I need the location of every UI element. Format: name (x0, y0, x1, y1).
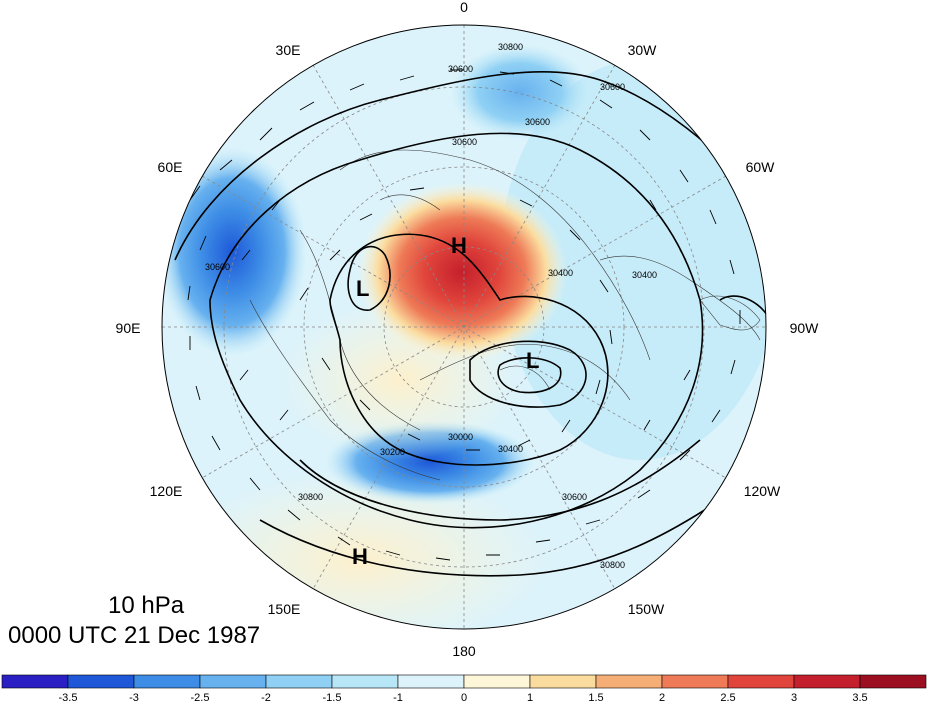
colorbar-box (661, 674, 729, 689)
valid-time-title: 0000 UTC 21 Dec 1987 (8, 622, 261, 649)
colorbar-box (1, 674, 69, 689)
contour-label: 30800 (498, 42, 523, 52)
low-pressure-center: L (356, 276, 369, 301)
contour-label: 30600 (525, 117, 550, 127)
longitude-labels: 0 30E 60E 90E 120E 150E 180 150W 120W 90… (116, 0, 820, 659)
colorbar-tick-label: -2.5 (191, 692, 210, 702)
longitude-label: 150E (268, 601, 301, 617)
colorbar-labels: -3.5 -3 -2.5 -2 -1.5 -1 0 1 1.5 2 2.5 3 3.5 (59, 692, 868, 702)
contour-label: 30200 (380, 447, 405, 457)
colorbar-tick-label: 2.5 (720, 692, 735, 702)
contour-label: 30600 (448, 64, 473, 74)
longitude-label: 180 (452, 643, 476, 659)
red-anomaly-center (357, 182, 567, 362)
height-contours (174, 70, 766, 577)
colorbar-tick-label: 1 (527, 692, 533, 702)
contour-label: 30800 (298, 492, 323, 502)
colorbar-tick-label: 2 (659, 692, 665, 702)
longitude-label: 90W (790, 320, 820, 336)
longitude-label: 60W (746, 159, 776, 175)
colorbar-box (331, 674, 399, 689)
light-blue-anomaly-east (500, 60, 766, 460)
contour-label: 30000 (448, 432, 473, 442)
colorbar-box (397, 674, 465, 689)
pressure-level-title: 10 hPa (108, 592, 185, 619)
wind-barbs (187, 69, 741, 561)
contour-label: 30400 (632, 270, 657, 280)
blue-anomaly-north (450, 44, 590, 140)
colorbar-tick-label: 0 (461, 692, 467, 702)
colorbar-box (199, 674, 267, 689)
colorbar-boxes (1, 674, 927, 689)
colorbar: -3.5 -3 -2.5 -2 -1.5 -1 0 1 1.5 2 2.5 3 3.5 (1, 674, 927, 702)
map-boundary (161, 24, 767, 630)
colorbar-tick-label: 3 (791, 692, 797, 702)
colorbar-tick-label: -1.5 (323, 692, 342, 702)
colorbar-tick-label: -3.5 (59, 692, 78, 702)
contour-label: 30600 (562, 492, 587, 502)
colorbar-tick-label: -1 (393, 692, 403, 702)
colorbar-box (463, 674, 531, 689)
high-pressure-center: H (451, 233, 467, 258)
longitude-label: 60E (158, 159, 183, 175)
contour-label: 30600 (452, 137, 477, 147)
contour-label: 30600 (205, 262, 230, 272)
colorbar-tick-label: -3 (129, 692, 139, 702)
contour-label: 30400 (548, 268, 573, 278)
map-disk: 30800 30600 30600 30600 30400 30600 3080… (162, 25, 766, 629)
pressure-centers: H L L H (352, 233, 539, 569)
colorbar-box (133, 674, 201, 689)
colorbar-box (727, 674, 795, 689)
contour-label: 30600 (600, 82, 625, 92)
longitude-label: 150W (628, 601, 665, 617)
contour-labels: 30800 30600 30600 30600 30400 30600 3080… (205, 42, 657, 570)
contour-label: 30400 (498, 444, 523, 454)
lat-lon-grid (162, 25, 766, 629)
high-pressure-center: H (352, 544, 368, 569)
longitude-label: 120W (744, 483, 781, 499)
colorbar-box (265, 674, 333, 689)
colorbar-box (793, 674, 861, 689)
longitude-label: 90E (116, 320, 141, 336)
longitude-label: 120E (150, 483, 183, 499)
colorbar-box (595, 674, 663, 689)
colorbar-tick-label: -2 (261, 692, 271, 702)
low-pressure-center: L (526, 348, 539, 373)
longitude-label: 0 (460, 0, 468, 15)
contour-label: 30800 (600, 560, 625, 570)
colorbar-box (67, 674, 135, 689)
colorbar-tick-label: 3.5 (852, 692, 867, 702)
colorbar-tick-label: 1.5 (588, 692, 603, 702)
colorbar-box (529, 674, 597, 689)
colorbar-box (859, 674, 927, 689)
longitude-label: 30W (628, 42, 658, 58)
longitude-label: 30E (276, 42, 301, 58)
